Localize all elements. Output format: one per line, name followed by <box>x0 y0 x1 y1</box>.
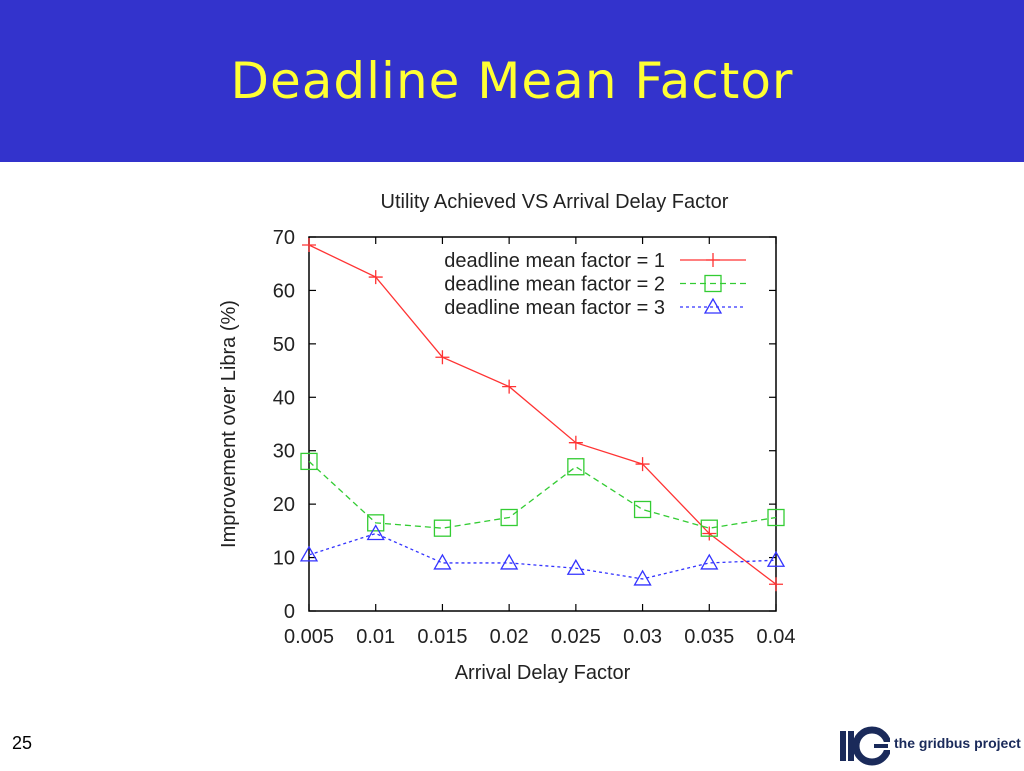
x-tick-label: 0.025 <box>551 626 601 648</box>
y-tick-label: 10 <box>273 548 295 570</box>
x-tick-label: 0.02 <box>490 626 529 648</box>
slide-header <box>0 0 1024 162</box>
y-tick-label: 50 <box>273 334 295 356</box>
y-tick-label: 20 <box>273 494 295 516</box>
series-1-point <box>769 577 783 592</box>
x-tick-label: 0.035 <box>684 626 734 648</box>
series-3-point <box>700 553 719 570</box>
series-3-point <box>299 545 319 562</box>
series-3-point <box>500 553 519 570</box>
gridbus-logo: the gridbus project <box>838 723 1024 767</box>
series-2-point <box>567 458 585 476</box>
series-line-3 <box>308 532 777 580</box>
logo-text: the gridbus project <box>894 735 1021 751</box>
x-tick-label: 0.015 <box>417 626 467 648</box>
series-1-point <box>635 457 650 472</box>
page-number: 25 <box>12 733 33 753</box>
x-tick-label: 0.03 <box>623 626 662 648</box>
series-2-point <box>633 500 652 519</box>
series-3-point <box>433 553 452 570</box>
legend-marker <box>704 274 722 293</box>
legend-marker <box>706 253 720 267</box>
series-1-point <box>302 238 316 253</box>
series-2-point <box>367 514 385 532</box>
gridbus-logo-icon <box>840 726 892 766</box>
series-2-point <box>300 452 318 471</box>
plot-frame <box>308 236 777 612</box>
series-1-point <box>435 350 450 365</box>
series-line-1 <box>308 244 777 585</box>
series-2-point <box>767 508 785 527</box>
y-axis-label: Improvement over Libra (%) <box>218 300 240 548</box>
series-1-point <box>502 379 517 394</box>
series-1-point <box>368 270 383 285</box>
legend-label: deadline mean factor = 1 <box>444 250 665 272</box>
legend-marker <box>703 297 723 314</box>
series-line-2 <box>308 460 777 529</box>
series-3-point <box>633 569 652 586</box>
line-chart: Utility Achieved VS Arrival Delay Factor… <box>218 191 796 684</box>
y-tick-label: 30 <box>273 441 295 463</box>
y-tick-label: 40 <box>273 387 295 409</box>
y-tick-label: 60 <box>273 280 295 302</box>
y-tick-label: 70 <box>273 227 295 249</box>
series-3-point <box>766 550 786 567</box>
x-tick-label: 0.04 <box>757 626 796 648</box>
x-tick-label: 0.005 <box>284 626 334 648</box>
series-3-point <box>366 524 385 541</box>
series-2-point <box>700 519 718 537</box>
slide-title: Deadline Mean Factor <box>230 52 794 110</box>
y-tick-label: 0 <box>284 601 295 623</box>
legend-label: deadline mean factor = 2 <box>444 274 665 296</box>
chart-title: Utility Achieved VS Arrival Delay Factor <box>381 191 729 213</box>
series-1-point <box>568 435 583 450</box>
x-tick-label: 0.01 <box>356 626 395 648</box>
series-2-point <box>433 519 452 537</box>
series-2-point <box>500 508 518 527</box>
x-axis-label: Arrival Delay Factor <box>455 662 631 684</box>
legend-label: deadline mean factor = 3 <box>444 297 665 319</box>
series-3-point <box>566 558 585 575</box>
series-1-point <box>702 526 717 541</box>
